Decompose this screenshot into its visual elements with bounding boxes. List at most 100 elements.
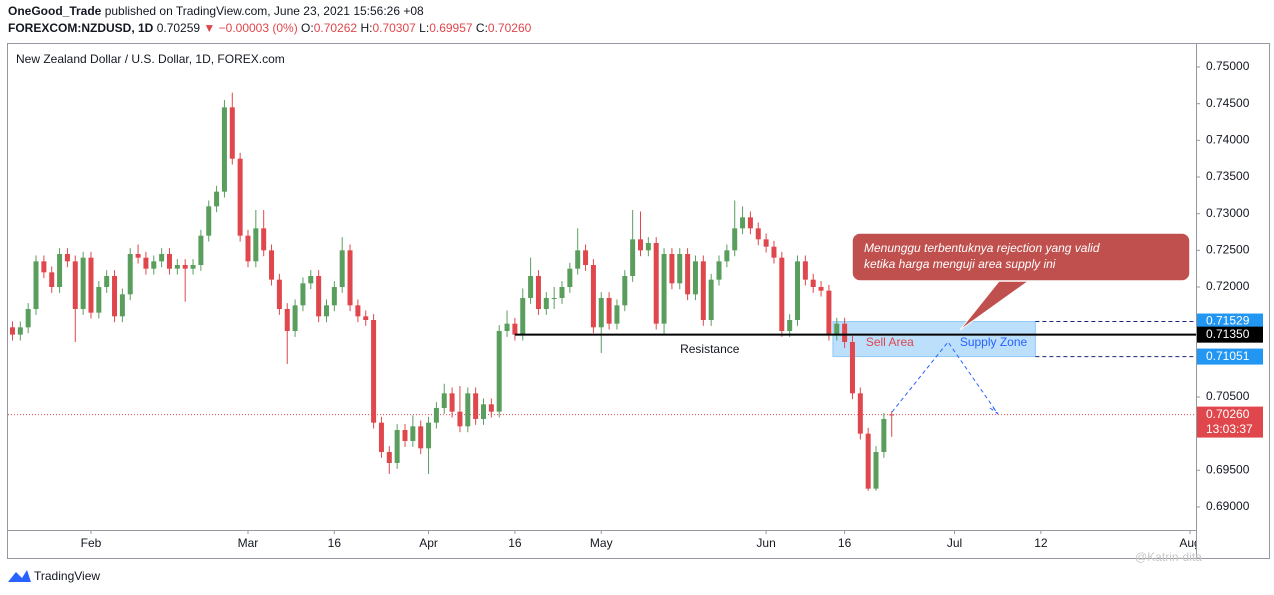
c-label: C: bbox=[476, 21, 488, 35]
candle-body bbox=[889, 414, 895, 416]
candle-body bbox=[355, 305, 361, 317]
candle-body bbox=[567, 268, 573, 287]
candle-body bbox=[834, 323, 840, 335]
candle-body bbox=[449, 393, 455, 412]
candle-body bbox=[339, 250, 345, 287]
candle-body bbox=[598, 297, 604, 328]
candle-body bbox=[747, 217, 753, 229]
o-label: O: bbox=[301, 21, 314, 35]
candle-body bbox=[535, 276, 541, 309]
callout-line: Menunggu terbentuknya rejection yang val… bbox=[864, 241, 1100, 255]
candle-body bbox=[300, 283, 306, 306]
candle-body bbox=[151, 261, 157, 269]
x-tick-label: May bbox=[590, 536, 613, 550]
candle-body bbox=[371, 319, 377, 423]
candle-body bbox=[347, 250, 353, 306]
y-tick-label: 0.72000 bbox=[1206, 279, 1250, 293]
candle-body bbox=[135, 254, 141, 258]
candle-body bbox=[174, 265, 180, 269]
x-tick-label: Apr bbox=[419, 536, 438, 550]
candle-body bbox=[575, 250, 581, 269]
zone-top-label bbox=[1197, 313, 1263, 330]
candle-body bbox=[378, 422, 384, 452]
candle-body bbox=[245, 235, 251, 262]
o: 0.70262 bbox=[314, 21, 358, 35]
candle-body bbox=[316, 276, 322, 317]
candle-body bbox=[49, 272, 55, 287]
zone-top-label-text: 0.71529 bbox=[1206, 314, 1250, 328]
candle-body bbox=[810, 279, 816, 287]
symbol: FOREXCOM:NZDUSD, 1D bbox=[8, 21, 154, 35]
candle-body bbox=[771, 246, 777, 258]
sell-area-label: Sell Area bbox=[866, 335, 914, 349]
candle-body bbox=[25, 308, 31, 328]
candle-body bbox=[480, 404, 486, 419]
candle-body bbox=[276, 279, 282, 309]
candle-body bbox=[732, 228, 738, 251]
x-tick-label: Jun bbox=[756, 536, 775, 550]
tradingview-logo bbox=[8, 570, 31, 582]
candle-body bbox=[559, 287, 565, 298]
y-tick-label: 0.74500 bbox=[1206, 96, 1250, 110]
watermark: @Katrin-dita bbox=[1135, 550, 1202, 564]
resistance-label: Resistance bbox=[680, 342, 740, 356]
candle-body bbox=[96, 287, 102, 313]
author: OneGood_Trade bbox=[8, 4, 102, 18]
candle-body bbox=[740, 217, 746, 229]
y-tick-label: 0.74000 bbox=[1206, 133, 1250, 147]
y-tick-label: 0.73000 bbox=[1206, 206, 1250, 220]
candle-body bbox=[221, 107, 227, 192]
candle-body bbox=[143, 257, 149, 269]
supply-zone-label: Supply Zone bbox=[960, 335, 1028, 349]
candle-body bbox=[410, 426, 416, 441]
candle-body bbox=[394, 429, 400, 463]
brand: TradingView bbox=[34, 569, 100, 583]
candle-body bbox=[159, 254, 165, 262]
candle-body bbox=[842, 323, 848, 342]
candle-body bbox=[700, 261, 706, 320]
candle-body bbox=[426, 422, 432, 449]
published: published on TradingView.com, June 23, 2… bbox=[101, 4, 424, 18]
candle-body bbox=[88, 257, 94, 313]
candle-body bbox=[622, 276, 628, 306]
resistance-price-label-text: 0.71350 bbox=[1206, 327, 1250, 341]
candle-body bbox=[763, 239, 769, 247]
candle-body bbox=[229, 107, 235, 159]
candle-body bbox=[755, 228, 761, 240]
last: 0.70259 bbox=[157, 21, 201, 35]
candle-body bbox=[473, 393, 479, 419]
candle-body bbox=[190, 265, 196, 269]
candle-body bbox=[716, 261, 722, 280]
c: 0.70260 bbox=[488, 21, 532, 35]
y-tick-label: 0.69000 bbox=[1206, 499, 1250, 513]
candle-body bbox=[17, 327, 23, 335]
candle-body bbox=[214, 191, 220, 207]
x-tick-label: Feb bbox=[81, 536, 102, 550]
candle-body bbox=[292, 305, 298, 331]
candle-body bbox=[645, 243, 651, 251]
candle-body bbox=[72, 261, 78, 309]
candle-body bbox=[331, 287, 337, 306]
candle-body bbox=[669, 254, 675, 284]
y-tick-label: 0.70500 bbox=[1206, 389, 1250, 403]
candle-body bbox=[630, 239, 636, 277]
candle-body bbox=[308, 276, 314, 284]
candle-body bbox=[779, 257, 785, 331]
candle-body bbox=[512, 323, 518, 335]
candle-body bbox=[104, 276, 110, 287]
candle-body bbox=[849, 341, 855, 394]
candle-body bbox=[64, 254, 70, 262]
callout: Menunggu terbentuknya rejection yang val… bbox=[851, 232, 1191, 331]
zone-bottom-label-text: 0.71051 bbox=[1206, 349, 1250, 363]
candle-body bbox=[418, 426, 424, 449]
candle-body bbox=[692, 261, 698, 295]
candle-body bbox=[795, 261, 801, 320]
candle-body bbox=[119, 294, 125, 317]
resistance-price-label bbox=[1197, 326, 1263, 343]
candle-body bbox=[528, 276, 534, 298]
candle-body bbox=[323, 305, 329, 317]
candle-body bbox=[237, 158, 243, 236]
x-tick-label: 16 bbox=[838, 536, 852, 550]
current-price-label bbox=[1197, 406, 1263, 438]
candle-body bbox=[614, 305, 620, 324]
